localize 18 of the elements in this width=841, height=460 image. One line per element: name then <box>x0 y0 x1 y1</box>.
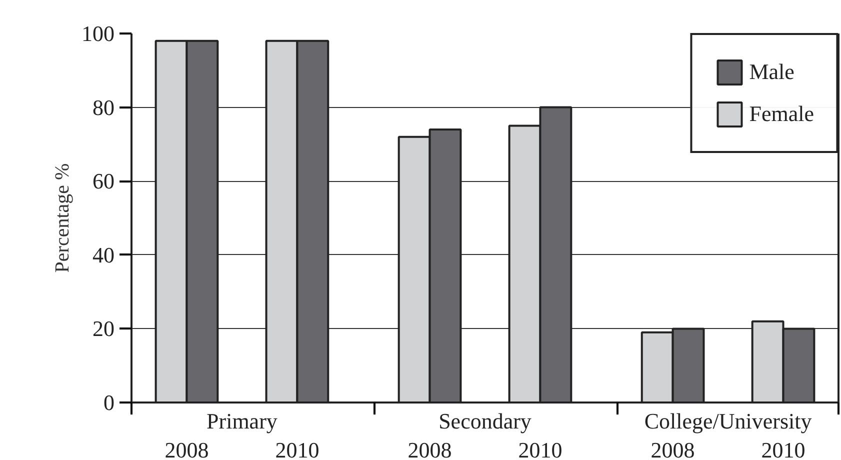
y-tick-label: 60 <box>92 168 114 194</box>
legend-label: Female <box>749 101 814 127</box>
x-tick-label: 2008 <box>650 438 695 460</box>
x-tick-label: 2008 <box>408 438 452 460</box>
x-tick-label: 2010 <box>518 438 562 460</box>
text: Primary <box>206 408 278 434</box>
y-tick-label: 40 <box>92 242 114 268</box>
y-tick-label: 0 <box>104 390 114 415</box>
text: Secondary <box>438 408 532 434</box>
text: College/University <box>644 408 812 434</box>
y-tick-label: 80 <box>92 94 114 120</box>
x-tick-label: 2008 <box>164 438 209 460</box>
y-tick-label: 20 <box>92 316 114 342</box>
x-tick-label: 2010 <box>275 438 320 460</box>
x-tick-label: 2010 <box>761 438 806 460</box>
legend-label: Male <box>749 59 794 85</box>
y-tick-label: 100 <box>82 21 114 46</box>
y-axis-title: Percentage % <box>52 163 74 273</box>
